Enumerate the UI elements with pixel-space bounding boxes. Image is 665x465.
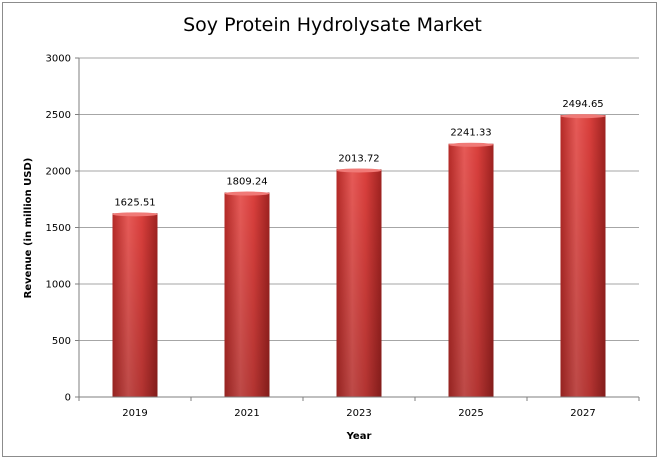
x-tick-label: 2021 xyxy=(234,408,259,419)
bar-top xyxy=(448,142,494,147)
bar-shade xyxy=(224,192,270,397)
bar xyxy=(448,142,494,397)
data-label: 1809.24 xyxy=(226,177,267,188)
chart-frame xyxy=(2,2,657,457)
bar xyxy=(336,168,382,397)
bar-top xyxy=(224,191,270,196)
bar-top xyxy=(112,212,158,217)
y-tick-label: 2500 xyxy=(46,110,71,121)
x-tick-label: 2027 xyxy=(570,408,595,419)
y-tick-label: 3000 xyxy=(46,54,71,65)
x-tick-label: 2023 xyxy=(346,408,371,419)
bar-shade xyxy=(448,143,494,397)
y-axis-title: Revenue (in million USD) xyxy=(23,158,34,299)
data-label: 2241.33 xyxy=(450,128,491,139)
y-tick-label: 1000 xyxy=(46,280,71,291)
bar xyxy=(560,114,606,397)
bar-shade xyxy=(560,115,606,397)
chart-title: Soy Protein Hydrolysate Market xyxy=(183,14,482,36)
data-label: 1625.51 xyxy=(114,197,155,208)
x-tick-label: 2025 xyxy=(458,408,483,419)
bar-top xyxy=(560,114,606,119)
y-tick-label: 1500 xyxy=(46,223,71,234)
x-tick-label: 2019 xyxy=(122,408,147,419)
bar xyxy=(224,191,270,397)
x-axis-title: Year xyxy=(346,431,372,442)
data-label: 2013.72 xyxy=(338,153,379,164)
y-tick-label: 0 xyxy=(65,393,71,404)
data-label: 2494.65 xyxy=(562,99,603,110)
bar-shade xyxy=(112,213,158,397)
bar-top xyxy=(336,168,382,173)
y-tick-label: 2000 xyxy=(46,167,71,178)
bar xyxy=(112,212,158,397)
bar-shade xyxy=(336,169,382,397)
y-tick-label: 500 xyxy=(52,336,71,347)
